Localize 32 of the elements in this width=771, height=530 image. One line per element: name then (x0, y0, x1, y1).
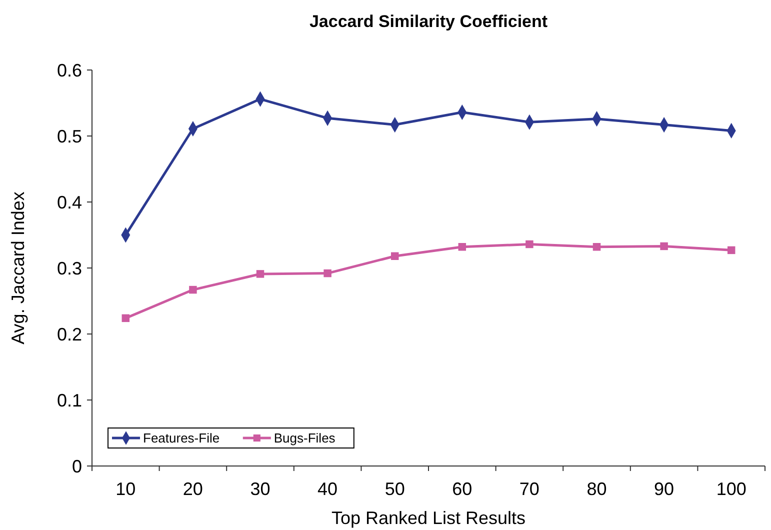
y-tick-label: 0 (72, 456, 82, 476)
point (458, 243, 466, 251)
x-tick-label: 10 (116, 479, 136, 499)
x-tick-label: 70 (519, 479, 540, 499)
point (660, 242, 668, 250)
y-axis-title: Avg. Jaccard Index (8, 192, 28, 344)
y-tick-label: 0.3 (56, 258, 82, 278)
y-tick-label: 0.4 (56, 192, 82, 212)
x-tick-label: 50 (384, 479, 405, 499)
chart-title: Jaccard Similarity Coefficient (309, 12, 548, 31)
x-tick-label: 60 (452, 479, 472, 499)
point (592, 243, 601, 251)
y-tick-label: 0.5 (56, 126, 82, 146)
x-tick-label: 100 (716, 479, 746, 499)
x-tick-label: 30 (250, 479, 270, 499)
y-tick-label: 0.2 (56, 324, 82, 344)
x-axis-title: Top Ranked List Results (331, 508, 526, 528)
x-tick-label: 40 (318, 479, 338, 499)
legend-label: Bugs-Files (274, 430, 336, 446)
x-tick-label: 90 (654, 479, 674, 499)
point (256, 270, 264, 278)
y-tick-label: 0.6 (56, 60, 82, 80)
legend-label: Features-File (143, 430, 220, 446)
point (526, 240, 534, 248)
y-tick-label: 0.1 (56, 390, 82, 410)
x-tick-label: 80 (586, 479, 607, 499)
point (122, 314, 130, 322)
point (189, 286, 197, 294)
point (390, 252, 399, 260)
x-tick-label: 20 (182, 479, 203, 499)
point (324, 269, 332, 278)
point (727, 246, 736, 254)
